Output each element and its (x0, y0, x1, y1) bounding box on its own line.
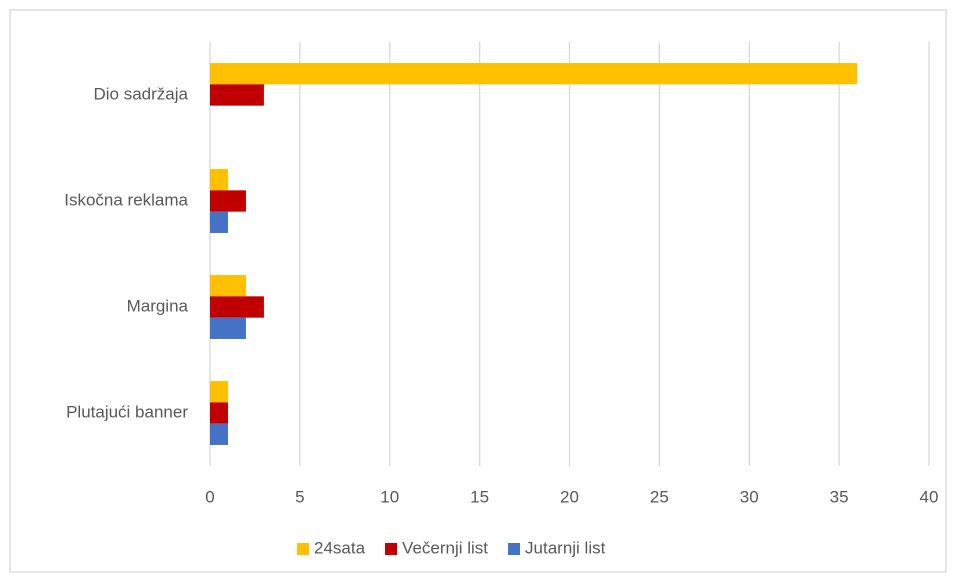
legend-swatch (297, 543, 309, 555)
bar (210, 169, 228, 191)
bar (210, 423, 228, 445)
bar (210, 63, 858, 85)
bar (210, 296, 264, 318)
y-tick-label: Iskočna reklama (64, 190, 188, 209)
y-tick-label: Dio sadržaja (94, 84, 189, 103)
x-tick-label: 25 (650, 487, 669, 506)
x-tick-label: 20 (560, 487, 579, 506)
x-tick-label: 40 (920, 487, 939, 506)
x-tick-label: 30 (740, 487, 759, 506)
x-tick-label: 10 (380, 487, 399, 506)
bar (210, 84, 264, 106)
legend-label: 24sata (314, 538, 366, 557)
bar (210, 402, 228, 424)
bar (210, 317, 246, 339)
legend-swatch (508, 543, 521, 555)
x-tick-label: 15 (470, 487, 489, 506)
legend-swatch (385, 543, 398, 555)
bar (210, 275, 246, 297)
legend-label: Jutarnji list (525, 538, 606, 557)
x-tick-label: 35 (830, 487, 849, 506)
chart-frame (9, 9, 947, 573)
bar (210, 211, 228, 233)
y-tick-label: Plutajući banner (66, 402, 188, 421)
y-tick-label: Margina (127, 296, 189, 315)
bar (210, 381, 228, 403)
legend-label: Večernji list (402, 538, 488, 557)
x-tick-label: 5 (295, 487, 304, 506)
bar (210, 190, 246, 212)
x-tick-label: 0 (205, 487, 214, 506)
